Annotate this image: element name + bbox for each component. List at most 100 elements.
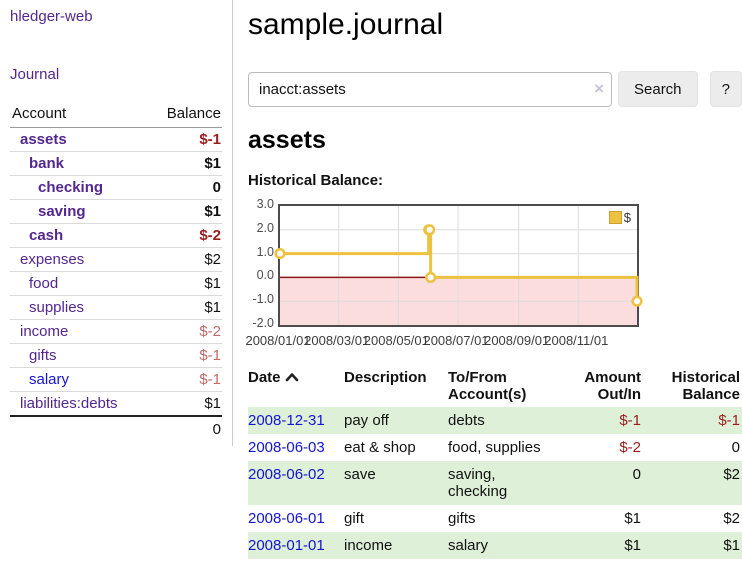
register-header-description: Description: [344, 369, 427, 386]
register-header-amount-line2: Out/In: [597, 386, 641, 403]
register-balance-cell: 0: [731, 439, 740, 456]
account-balance: $2: [148, 247, 222, 272]
account-link[interactable]: assets: [20, 131, 67, 148]
clear-search-icon[interactable]: ×: [594, 78, 604, 98]
account-cell: checking: [10, 175, 149, 200]
transaction-date-link[interactable]: 2008-12-31: [248, 412, 325, 429]
account-heading: assets: [248, 126, 326, 154]
transaction-date-link[interactable]: 2008-06-01: [248, 510, 325, 527]
account-link[interactable]: gifts: [29, 347, 57, 364]
account-balance: $1: [148, 391, 222, 416]
y-tick-label: 1.0: [256, 244, 274, 259]
account-cell: salary: [10, 367, 149, 392]
register-header-amount: Amount Out/In: [560, 365, 643, 407]
chart-plot-area[interactable]: $: [274, 204, 643, 327]
account-cell: bank: [10, 151, 149, 176]
accounts-total-spacer: [10, 415, 149, 442]
register-header-date-label: Date: [248, 369, 281, 386]
register-row: 2008-06-01 gift gifts $1 $2: [248, 505, 742, 532]
account-link[interactable]: supplies: [29, 299, 85, 316]
transaction-date-link[interactable]: 2008-01-01: [248, 537, 325, 554]
register-amount-cell: $-2: [619, 439, 641, 456]
account-row: gifts $-1: [10, 343, 222, 368]
account-balance: $1: [148, 199, 222, 224]
register-accounts-cell: food, supplies: [448, 439, 541, 456]
help-button[interactable]: ?: [709, 71, 742, 107]
account-link[interactable]: liabilities:debts: [20, 395, 118, 412]
account-balance: $-2: [148, 319, 222, 344]
account-cell: liabilities:debts: [10, 391, 149, 416]
register-header-balance: Historical Balance: [643, 365, 742, 407]
account-row: salary $-1: [10, 367, 222, 392]
register-balance-cell: $1: [723, 537, 740, 554]
transaction-date-link[interactable]: 2008-06-03: [248, 439, 325, 456]
data-point-marker: [631, 295, 643, 307]
x-tick-label: 2008/07/01: [423, 333, 489, 348]
data-point-marker: [425, 271, 437, 283]
register-accounts-cell: gifts: [448, 510, 476, 527]
register-table: Date Description To/From Account(s) Amou…: [248, 365, 742, 559]
account-balance: $1: [148, 271, 222, 296]
register-amount-cell: $1: [624, 537, 641, 554]
register-amount-cell: 0: [632, 466, 641, 483]
register-row: 2008-01-01 income salary $1 $1: [248, 532, 742, 559]
chart-legend: $: [606, 209, 633, 226]
account-cell: expenses: [10, 247, 149, 272]
register-date-cell: 2008-06-02: [248, 461, 344, 505]
account-link[interactable]: saving: [38, 203, 86, 220]
accounts-total-value: 0: [148, 415, 222, 442]
account-balance: $1: [148, 151, 222, 176]
account-link[interactable]: cash: [29, 227, 64, 244]
account-row: expenses $2: [10, 247, 222, 272]
transaction-date-link[interactable]: 2008-06-02: [248, 466, 325, 483]
search-bar: × Search ?: [248, 71, 742, 107]
account-link[interactable]: income: [20, 323, 69, 340]
account-cell: cash: [10, 223, 149, 248]
account-balance: $1: [148, 295, 222, 320]
register-row: 2008-06-03 eat & shop food, supplies $-2 0: [248, 434, 742, 461]
account-row: cash $-2: [10, 223, 222, 248]
register-description-cell: pay off: [344, 412, 389, 429]
sort-ascending-icon: [285, 369, 299, 386]
register-accounts-cell: debts: [448, 412, 485, 429]
register-header-date[interactable]: Date: [248, 365, 344, 407]
x-tick-label: 2008/01/01: [245, 333, 311, 348]
app-title-link[interactable]: hledger-web: [10, 8, 93, 25]
chart-y-axis: 3.0 2.0 1.0 0.0 -1.0 -2.0: [248, 197, 274, 330]
register-header-balance-line1: Historical: [671, 369, 740, 386]
nav: Journal: [10, 66, 222, 84]
register-description-cell: gift: [344, 510, 365, 527]
account-cell: gifts: [10, 343, 149, 368]
register-date-cell: 2008-06-03: [248, 434, 344, 461]
register-accounts-cell: saving, checking: [448, 466, 508, 500]
account-cell: food: [10, 271, 149, 296]
account-row: saving $1: [10, 199, 222, 224]
register-header-accounts-line2: Account(s): [448, 386, 527, 403]
chart-x-axis: 2008/01/01 2008/03/01 2008/05/01 2008/07/01…: [245, 333, 639, 349]
register-header-accounts: To/From Account(s): [448, 365, 560, 407]
accounts-header-balance: Balance: [148, 102, 222, 128]
account-link[interactable]: salary: [29, 371, 70, 388]
y-tick-label: 0.0: [256, 268, 274, 283]
account-link[interactable]: expenses: [20, 251, 85, 268]
search-button[interactable]: Search: [618, 71, 698, 107]
register-date-cell: 2008-01-01: [248, 532, 344, 559]
account-link[interactable]: food: [29, 275, 59, 292]
search-input[interactable]: [248, 71, 612, 107]
account-cell: supplies: [10, 295, 149, 320]
account-link[interactable]: checking: [38, 179, 104, 196]
main-content: sample.journal × Search ? assets Histori…: [245, 0, 742, 559]
register-date-cell: 2008-12-31: [248, 407, 344, 434]
legend-series-label: $: [623, 210, 631, 225]
account-link[interactable]: bank: [29, 155, 65, 172]
register-row: 2008-12-31 pay off debts $-1 $-1: [248, 407, 742, 434]
register-date-cell: 2008-06-01: [248, 505, 344, 532]
account-balance: $-1: [148, 367, 222, 392]
journal-link[interactable]: Journal: [10, 66, 60, 83]
register-header-accounts-line1: To/From: [448, 369, 507, 386]
account-row: supplies $1: [10, 295, 222, 320]
register-row: 2008-06-02 save saving, checking 0 $2: [248, 461, 742, 505]
account-row: food $1: [10, 271, 222, 296]
account-balance: $-2: [148, 223, 222, 248]
